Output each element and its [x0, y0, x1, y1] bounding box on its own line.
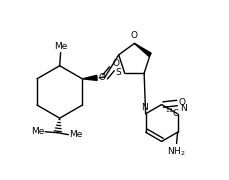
- Text: O: O: [130, 31, 137, 40]
- Text: O: O: [112, 59, 119, 68]
- Text: O: O: [178, 98, 185, 107]
- Text: NH$_2$: NH$_2$: [166, 145, 185, 158]
- Text: Me: Me: [54, 42, 67, 51]
- Polygon shape: [134, 43, 151, 56]
- Text: S: S: [115, 68, 121, 77]
- Text: $^{13}$C: $^{13}$C: [164, 107, 179, 119]
- Text: O: O: [98, 73, 105, 82]
- Text: Me: Me: [31, 127, 44, 136]
- Text: N: N: [140, 103, 147, 112]
- Text: Me: Me: [69, 130, 82, 139]
- Text: N: N: [179, 104, 186, 113]
- Polygon shape: [82, 75, 97, 80]
